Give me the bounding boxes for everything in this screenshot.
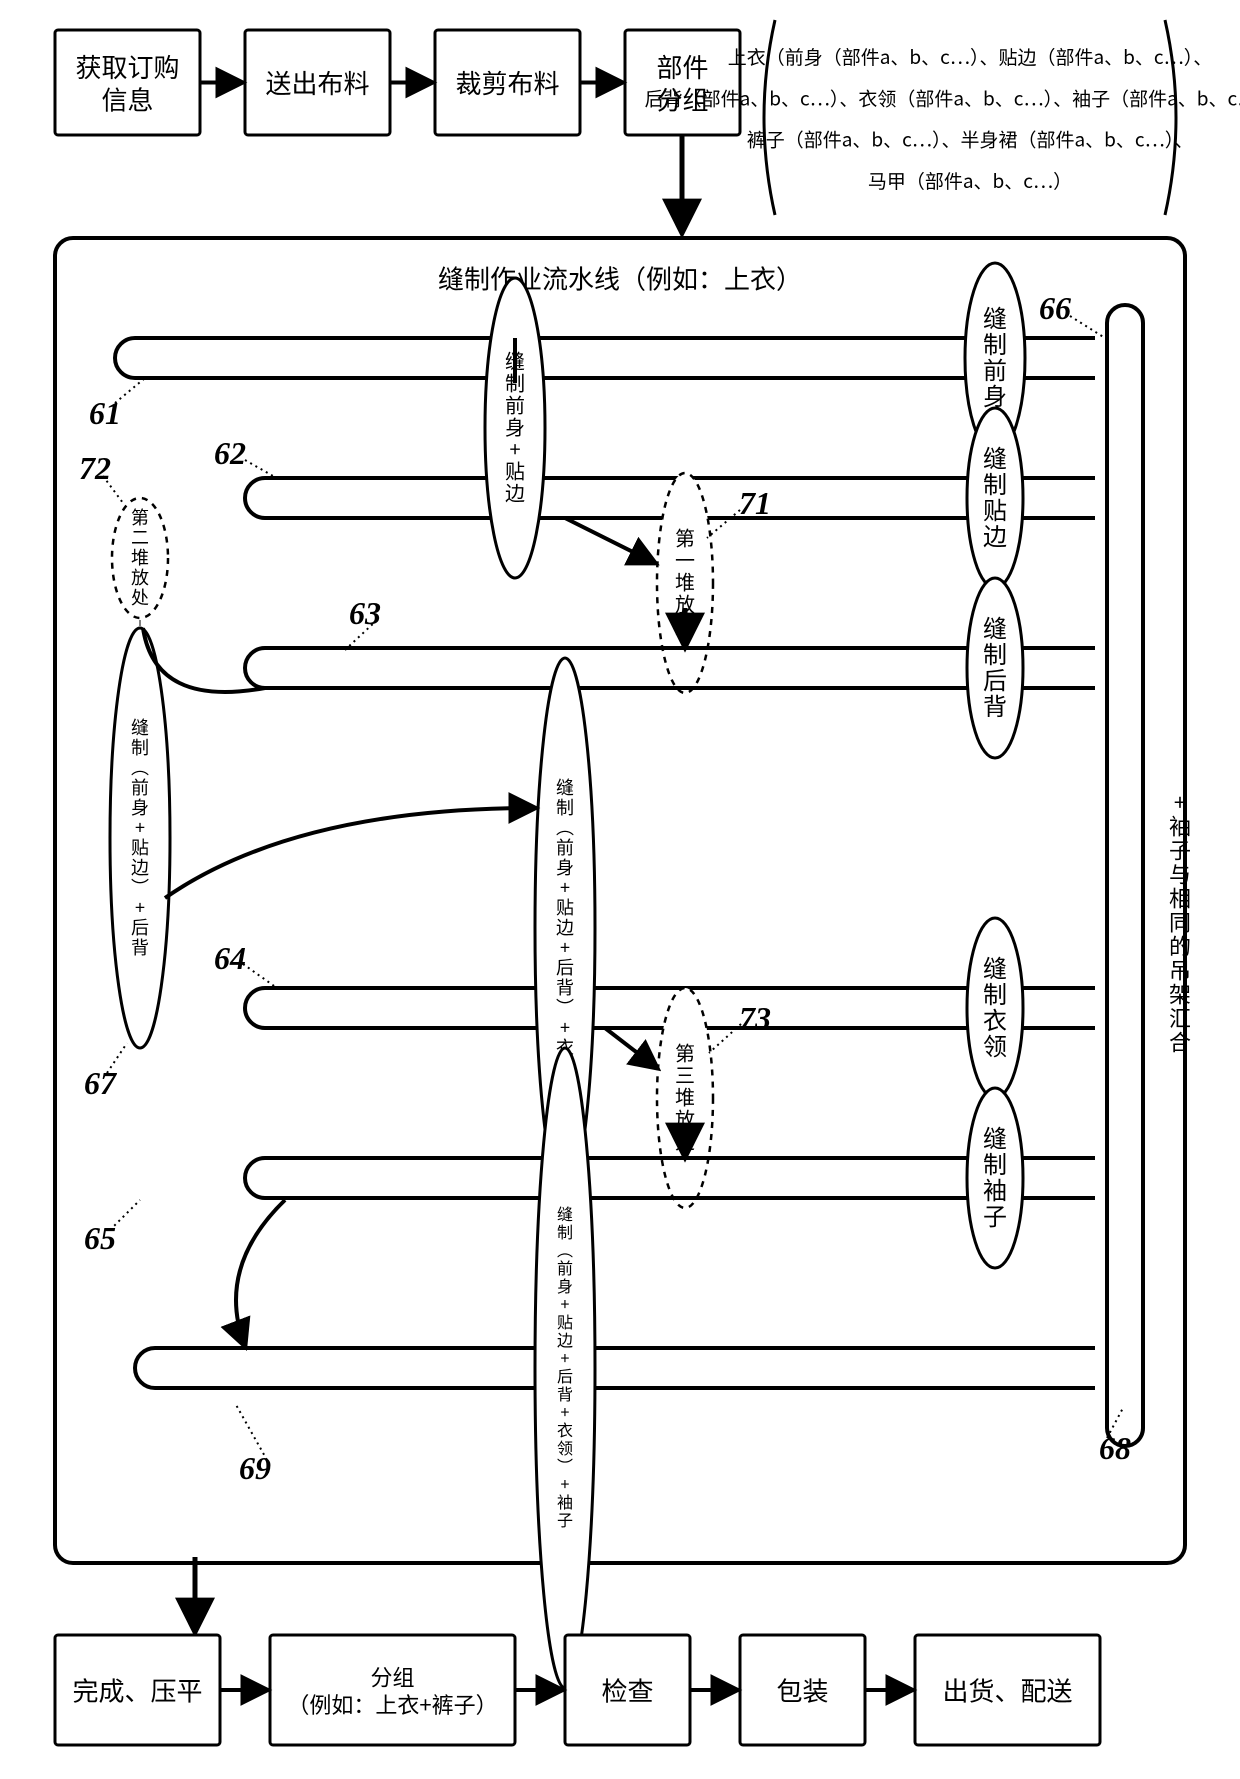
svg-text:63: 63 bbox=[349, 595, 381, 631]
svg-text:+袖子与相同的吊架汇合: +袖子与相同的吊架汇合 bbox=[1164, 791, 1196, 1055]
svg-text:上衣（前身（部件a、b、c…）、贴边（部件a、b、c…）、: 上衣（前身（部件a、b、c…）、贴边（部件a、b、c…）、 bbox=[728, 43, 1213, 70]
svg-text:检查: 检查 bbox=[601, 1672, 653, 1709]
frame-title: 缝制作业流水线（例如：上衣） bbox=[438, 260, 802, 297]
svg-text:获取订购: 获取订购 bbox=[75, 48, 179, 85]
svg-text:裤子（部件a、b、c…）、半身裙（部件a、b、c…）、: 裤子（部件a、b、c…）、半身裙（部件a、b、c…）、 bbox=[747, 126, 1194, 153]
svg-text:后背（部件a、b、c…）、衣领（部件a、b、c…）、袖子（部: 后背（部件a、b、c…）、衣领（部件a、b、c…）、袖子（部件a、b、c…））、 bbox=[645, 84, 1240, 111]
svg-text:缝制（前身+贴边）+后背: 缝制（前身+贴边）+后背 bbox=[127, 718, 153, 958]
svg-text:第二堆放处: 第二堆放处 bbox=[127, 508, 153, 608]
svg-text:缝制（前身+贴边+后背+衣领）+袖子: 缝制（前身+贴边+后背+衣领）+袖子 bbox=[553, 1206, 577, 1530]
svg-text:部件: 部件 bbox=[656, 48, 708, 85]
svg-text:裁剪布料: 裁剪布料 bbox=[455, 64, 559, 101]
diagram-root: 获取订购信息送出布料裁剪布料部件分组上衣（前身（部件a、b、c…）、贴边（部件a… bbox=[0, 0, 1240, 1779]
svg-text:缝制贴边: 缝制贴边 bbox=[978, 446, 1013, 550]
svg-text:73: 73 bbox=[739, 1000, 771, 1036]
svg-text:缝制后背: 缝制后背 bbox=[978, 616, 1013, 720]
svg-text:64: 64 bbox=[214, 940, 246, 976]
svg-text:出货、配送: 出货、配送 bbox=[942, 1672, 1072, 1709]
svg-text:信息: 信息 bbox=[101, 80, 153, 117]
svg-text:马甲（部件a、b、c…）: 马甲（部件a、b、c…） bbox=[868, 167, 1072, 194]
svg-text:缝制衣领: 缝制衣领 bbox=[978, 956, 1013, 1060]
svg-text:65: 65 bbox=[84, 1220, 116, 1256]
svg-text:缝制袖子: 缝制袖子 bbox=[978, 1126, 1013, 1230]
svg-text:66: 66 bbox=[1039, 290, 1071, 326]
svg-text:71: 71 bbox=[739, 485, 771, 521]
svg-text:67: 67 bbox=[84, 1065, 118, 1101]
svg-text:（例如：上衣+裤子）: （例如：上衣+裤子） bbox=[287, 1688, 497, 1720]
svg-text:69: 69 bbox=[239, 1450, 271, 1486]
svg-text:缝制前身: 缝制前身 bbox=[978, 306, 1013, 410]
svg-text:送出布料: 送出布料 bbox=[265, 64, 369, 101]
svg-text:62: 62 bbox=[214, 435, 246, 471]
svg-text:完成、压平: 完成、压平 bbox=[72, 1672, 202, 1709]
svg-text:72: 72 bbox=[79, 450, 111, 486]
svg-text:68: 68 bbox=[1099, 1430, 1131, 1466]
svg-text:缝制（前身+贴边+后背）+衣领: 缝制（前身+贴边+后背）+衣领 bbox=[552, 778, 578, 1078]
svg-text:61: 61 bbox=[89, 395, 121, 431]
svg-text:包装: 包装 bbox=[776, 1672, 828, 1709]
